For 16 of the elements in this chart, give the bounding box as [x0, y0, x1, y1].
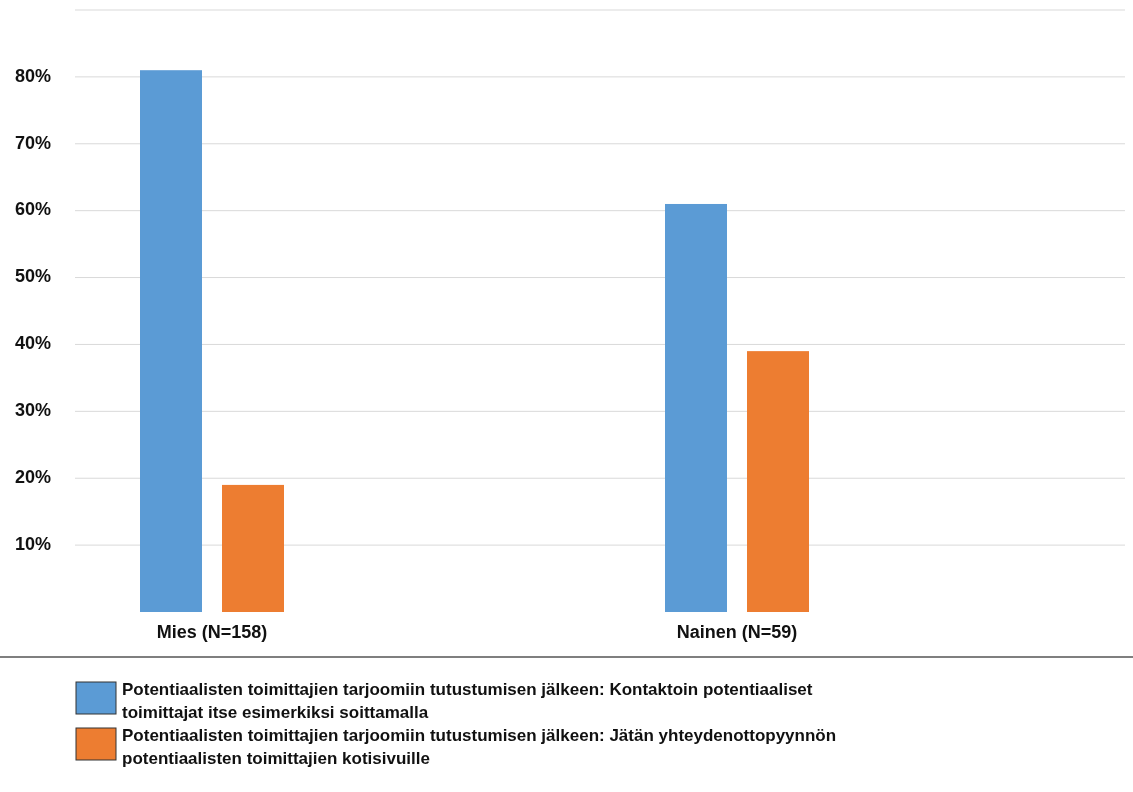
y-tick-label: 40%: [15, 333, 52, 354]
legend-label: Potentiaalisten toimittajien tarjoomiin tutustumisen jälkeen: Kontaktoin potentiaaliset toimittajat itse esimerkiksi soittamalla: [122, 680, 813, 722]
bar: [140, 70, 202, 612]
y-tick-label: 10%: [15, 533, 52, 554]
y-tick-label: 20%: [15, 466, 52, 487]
y-tick-label: 60%: [15, 199, 52, 220]
x-tick-label: Mies (N=158): [156, 622, 268, 642]
y-tick-label: 30%: [15, 400, 52, 421]
y-tick-label: 50%: [15, 266, 52, 287]
bar: [222, 484, 284, 612]
bar: [665, 203, 727, 612]
legend-label: Potentiaalisten toimittajien tarjoomiin tutustumisen jälkeen: Jätän yhteydenottopyynnön potentiaalisten toimittajien kotisivuille: [122, 726, 837, 768]
y-tick-label: 70%: [15, 132, 52, 153]
x-tick-label: Nainen (N=59): [676, 622, 798, 642]
y-tick-label: 80%: [15, 65, 52, 86]
bar: [747, 351, 809, 612]
